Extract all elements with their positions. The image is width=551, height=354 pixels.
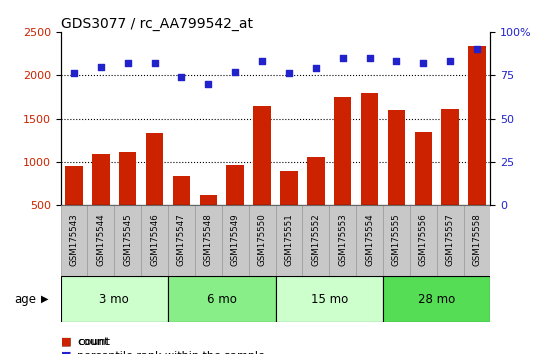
Point xyxy=(392,58,401,64)
Bar xyxy=(276,205,302,276)
Bar xyxy=(226,165,244,205)
Bar xyxy=(334,97,352,205)
Text: GSM175548: GSM175548 xyxy=(204,213,213,266)
Text: ■  count: ■ count xyxy=(61,337,110,347)
Bar xyxy=(61,205,88,276)
Text: GSM175543: GSM175543 xyxy=(69,213,79,266)
Bar xyxy=(463,205,490,276)
Point xyxy=(258,58,267,64)
Text: ■: ■ xyxy=(61,351,71,354)
Bar xyxy=(253,105,271,205)
Text: GSM175544: GSM175544 xyxy=(96,213,105,266)
Text: GSM175555: GSM175555 xyxy=(392,213,401,266)
Bar xyxy=(441,109,459,205)
Text: percentile rank within the sample: percentile rank within the sample xyxy=(77,351,265,354)
Text: GSM175556: GSM175556 xyxy=(419,213,428,266)
Bar xyxy=(61,276,168,322)
Bar xyxy=(222,205,249,276)
Point xyxy=(419,60,428,66)
Text: count: count xyxy=(77,337,109,347)
Bar xyxy=(307,157,325,205)
Text: GSM175546: GSM175546 xyxy=(150,213,159,266)
Bar xyxy=(388,110,405,205)
Bar xyxy=(173,176,190,205)
Text: age: age xyxy=(14,293,36,306)
Bar xyxy=(436,205,463,276)
Text: GSM175558: GSM175558 xyxy=(472,213,482,266)
Text: GSM175549: GSM175549 xyxy=(231,213,240,266)
Text: 28 mo: 28 mo xyxy=(418,293,455,306)
Point xyxy=(177,74,186,80)
Point xyxy=(284,71,293,76)
Point xyxy=(311,65,320,71)
Text: GSM175551: GSM175551 xyxy=(284,213,294,266)
Text: 3 mo: 3 mo xyxy=(100,293,129,306)
Bar xyxy=(276,276,383,322)
Point xyxy=(123,60,132,66)
Bar xyxy=(361,93,378,205)
Bar xyxy=(195,205,222,276)
Text: 6 mo: 6 mo xyxy=(207,293,237,306)
Bar xyxy=(329,205,356,276)
Point xyxy=(365,55,374,61)
Bar xyxy=(92,154,110,205)
Point xyxy=(150,60,159,66)
Bar xyxy=(168,205,195,276)
Text: GSM175552: GSM175552 xyxy=(311,213,320,266)
Bar xyxy=(168,276,276,322)
Point xyxy=(473,46,482,52)
Bar xyxy=(468,46,485,205)
Point xyxy=(96,64,105,69)
Bar xyxy=(383,276,490,322)
Text: 15 mo: 15 mo xyxy=(311,293,348,306)
Bar xyxy=(146,133,163,205)
Text: GSM175545: GSM175545 xyxy=(123,213,132,266)
Bar xyxy=(115,205,141,276)
Bar xyxy=(141,205,168,276)
Point xyxy=(231,69,240,75)
Text: ■: ■ xyxy=(61,337,71,347)
Bar xyxy=(66,166,83,205)
Bar xyxy=(383,205,410,276)
Text: GSM175554: GSM175554 xyxy=(365,213,374,266)
Point xyxy=(446,58,455,64)
Bar xyxy=(88,205,115,276)
Bar xyxy=(280,171,298,205)
Text: ▶: ▶ xyxy=(41,294,49,304)
Bar xyxy=(414,132,432,205)
Bar xyxy=(356,205,383,276)
Bar xyxy=(410,205,436,276)
Point xyxy=(338,55,347,61)
Text: GDS3077 / rc_AA799542_at: GDS3077 / rc_AA799542_at xyxy=(61,17,252,31)
Text: GSM175553: GSM175553 xyxy=(338,213,347,266)
Bar xyxy=(119,152,137,205)
Text: GSM175557: GSM175557 xyxy=(446,213,455,266)
Text: GSM175547: GSM175547 xyxy=(177,213,186,266)
Bar xyxy=(249,205,276,276)
Text: GSM175550: GSM175550 xyxy=(257,213,267,266)
Point xyxy=(69,71,78,76)
Bar xyxy=(302,205,329,276)
Point xyxy=(204,81,213,87)
Bar xyxy=(199,195,217,205)
